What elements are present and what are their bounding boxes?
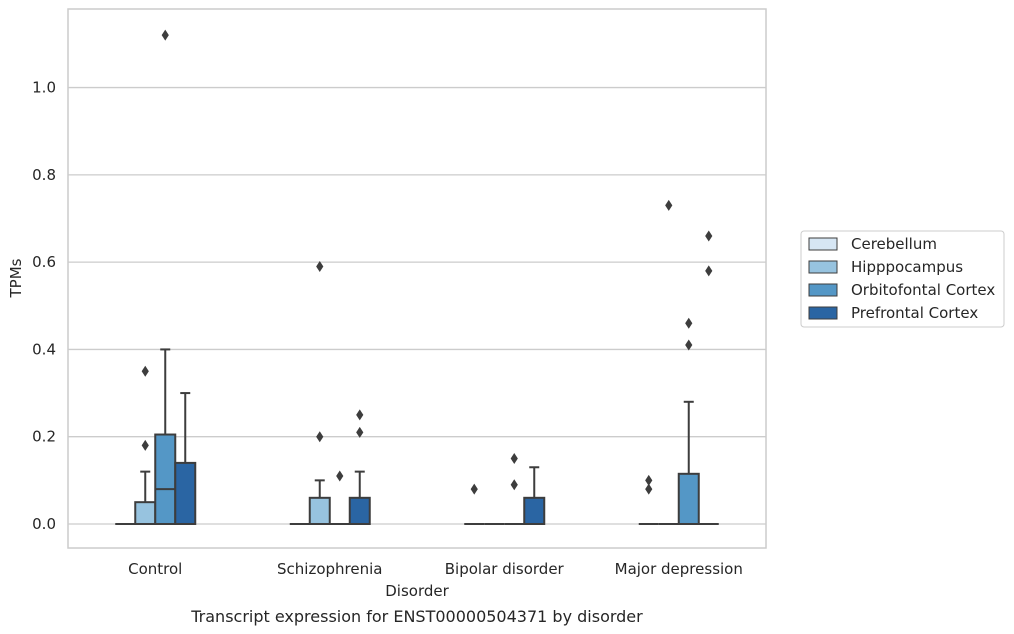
box-orbitofontal-cortex [329, 470, 350, 525]
y-axis-label: TPMs [7, 258, 25, 298]
box-iqr [308, 496, 331, 525]
y-tick-label: 0.4 [32, 340, 56, 358]
y-tick-label: 0.2 [32, 428, 56, 446]
x-axis-label: Disorder [385, 582, 449, 600]
outlier-point [316, 431, 324, 443]
box-hipppocampus [134, 365, 157, 525]
legend-swatch [808, 237, 838, 251]
outlier-point [645, 483, 653, 495]
box-cerebellum [638, 474, 659, 525]
legend-swatch [808, 260, 838, 274]
outlier-point [336, 470, 344, 482]
legend: Cerebellum Hipppocampus Orbitofontal Corte… [800, 230, 1005, 328]
legend-swatch [808, 306, 838, 320]
outlier-point [510, 479, 518, 491]
outlier-point [470, 483, 478, 495]
legend-label: Hipppocampus [851, 258, 963, 276]
box-prefrontal-cortex [174, 392, 197, 525]
y-axis-ticks: 0.0 0.2 0.4 0.6 0.8 1.0 [32, 79, 56, 533]
box-prefrontal-cortex [348, 409, 371, 525]
outlier-point [685, 317, 693, 329]
x-tick-label: Major depression [615, 560, 743, 578]
outlier-point [161, 29, 169, 41]
outlier-point [356, 409, 364, 421]
legend-frame [800, 230, 1005, 328]
box-iqr [348, 496, 371, 525]
y-tick-label: 0.6 [32, 253, 56, 271]
outlier-point [665, 199, 673, 211]
legend-label: Prefrontal Cortex [851, 304, 978, 322]
box-orbitofontal-cortex [504, 453, 525, 525]
chart-caption: Transcript expression for ENST0000050437… [190, 607, 643, 626]
legend-swatch [808, 283, 838, 297]
box-orbitofontal-cortex [154, 29, 177, 525]
outlier-point [645, 474, 653, 486]
outlier-point [141, 365, 149, 377]
box-iqr [174, 461, 197, 525]
box-orbitofontal-cortex [677, 317, 700, 525]
box-cerebellum [464, 483, 485, 525]
plot-frame [67, 8, 767, 549]
y-tick-label: 1.0 [32, 79, 56, 97]
outlier-point [316, 260, 324, 272]
outlier-point [141, 439, 149, 451]
y-tick-label: 0.0 [32, 515, 56, 533]
outlier-point [510, 453, 518, 465]
box-iqr [154, 433, 177, 525]
outlier-point [356, 426, 364, 438]
y-tick-label: 0.8 [32, 166, 56, 184]
outlier-point [705, 230, 713, 242]
box-prefrontal-cortex [523, 466, 546, 525]
outlier-point [685, 339, 693, 351]
x-tick-label: Schizophrenia [277, 560, 382, 578]
x-axis-ticks: Control Schizophrenia Bipolar disorder Majo… [128, 560, 743, 578]
box-hipppocampus [658, 199, 679, 525]
x-tick-label: Bipolar disorder [445, 560, 565, 578]
box-iqr [677, 472, 700, 525]
outlier-point [705, 265, 713, 277]
box-plot-series [115, 29, 719, 525]
box-hipppocampus [308, 260, 331, 525]
box-iqr [523, 496, 546, 525]
legend-label: Cerebellum [851, 235, 937, 253]
box-iqr [134, 501, 157, 525]
x-tick-label: Control [128, 560, 182, 578]
legend-label: Orbitofontal Cortex [851, 281, 995, 299]
box-prefrontal-cortex [698, 230, 719, 525]
